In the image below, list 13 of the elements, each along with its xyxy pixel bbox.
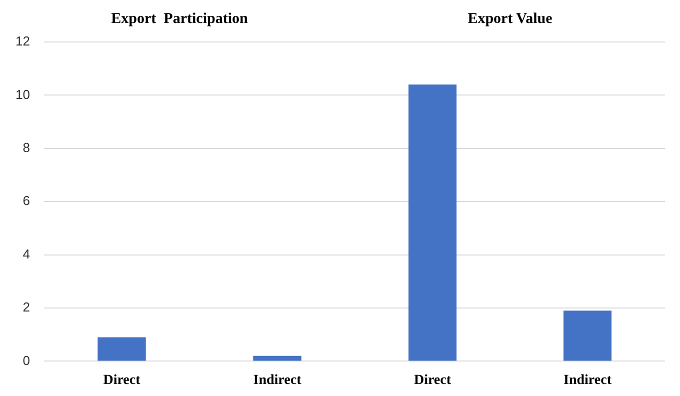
y-tick-label: 8 [22,140,30,155]
y-tick-label: 6 [22,193,30,208]
y-tick-label: 4 [22,246,30,262]
x-tick-label: Indirect [253,373,302,388]
chart-title: Export Participation [111,10,248,27]
x-tick-label: Direct [103,373,141,388]
y-tick-label: 10 [16,86,30,102]
y-tick-label: 0 [22,352,30,368]
y-tick-label: 2 [22,300,30,315]
x-tick-label: Indirect [564,373,612,388]
x-tick-label: Direct [414,373,452,388]
chart-title: Export Value [468,10,553,27]
y-tick-label: 12 [16,34,30,49]
